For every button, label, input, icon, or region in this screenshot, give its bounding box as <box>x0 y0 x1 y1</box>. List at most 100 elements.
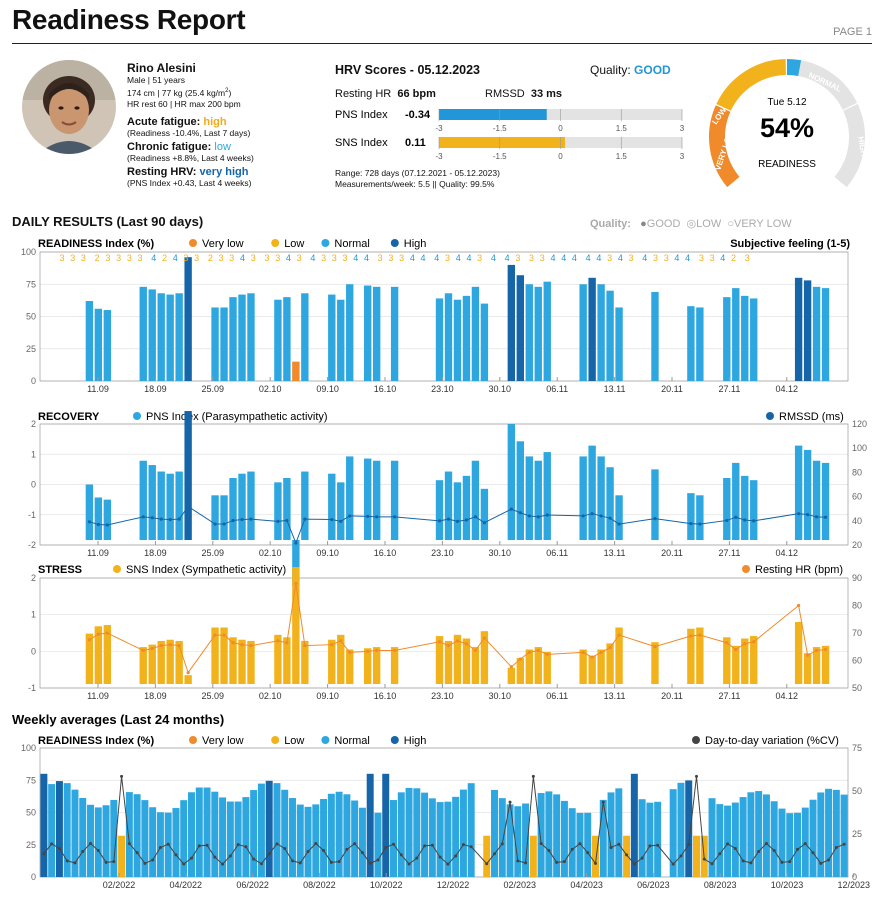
hr-point <box>96 632 100 636</box>
resting-hr-row: Resting HR 66 bpm <box>335 88 436 100</box>
weekly-bar <box>747 792 755 877</box>
subjective-mark: 3 <box>745 253 750 263</box>
readiness-bar <box>723 297 731 381</box>
y2-tick-label: 80 <box>852 601 862 611</box>
rmssd-point <box>294 541 298 545</box>
weekly-bar <box>491 789 498 877</box>
x-tick-label: 02.10 <box>259 691 282 701</box>
rmssd-point <box>446 517 451 521</box>
cv-point <box>500 842 504 846</box>
pns-bar <box>301 471 309 540</box>
cv-point <box>120 774 124 778</box>
weekly-bar <box>832 789 840 877</box>
stress-xticks: 11.09 18.09 25.09 02.10 09.10 16.10 23.10 30.10… <box>87 684 798 701</box>
sns-bar <box>103 625 112 684</box>
weekly-bar <box>630 773 638 877</box>
pns-bar <box>439 109 547 120</box>
rmssd-point <box>177 517 181 521</box>
recovery-grid: -2 -1 0 1 2 20 40 60 80 100 120 <box>28 419 867 550</box>
rmssd-point <box>698 522 702 526</box>
cv-point <box>601 800 605 804</box>
sns-bar <box>794 622 803 684</box>
weekly-bar <box>669 789 677 877</box>
sns-bar <box>435 636 444 684</box>
readiness-bar <box>732 288 740 381</box>
cv-point <box>267 852 271 856</box>
subjective-mark: 3 <box>445 253 450 263</box>
pns-bar <box>85 484 94 540</box>
subjective-mark: 4 <box>173 253 178 263</box>
rmssd-point <box>150 516 154 520</box>
pns-bar <box>94 497 103 540</box>
hr-point <box>348 650 352 654</box>
band-high: HIGH <box>856 136 868 157</box>
hr-point <box>814 648 819 653</box>
weekly-bar <box>211 791 219 877</box>
x-tick-label: 13.11 <box>604 384 626 394</box>
rmssd-point <box>797 512 801 516</box>
weekly-bar <box>452 796 460 877</box>
sns-bar <box>723 637 731 684</box>
chronic-fatigue: Chronic fatigue: low <box>127 141 317 153</box>
sns-bar <box>364 648 372 684</box>
pns-bar <box>435 480 444 540</box>
sns-bar <box>337 634 345 684</box>
y-tick-label: 50 <box>26 808 36 818</box>
subjective-mark: 3 <box>59 253 64 263</box>
cv-point <box>609 846 613 850</box>
weekly-bar <box>79 798 87 877</box>
pns-bar <box>453 482 462 540</box>
y-tick-label: -1 <box>28 683 36 693</box>
index-tick-label: 3 <box>680 152 685 161</box>
pns-bar <box>139 460 147 540</box>
sns-bar <box>812 647 821 684</box>
weekly-bar <box>584 812 592 877</box>
sns-bar <box>741 638 749 684</box>
cv-point <box>275 842 279 846</box>
pns-legend-dot <box>133 412 141 420</box>
sns-bar <box>606 643 614 684</box>
y-tick-label: 1 <box>31 610 36 620</box>
x-tick-label: 20.11 <box>661 691 683 701</box>
readiness-bar <box>435 298 444 381</box>
rmssd-point <box>617 522 621 526</box>
rmssd-legend: RMSSD (ms) <box>779 411 844 423</box>
weekly-bar <box>195 787 203 877</box>
weekly-bar <box>40 773 48 877</box>
cv-point <box>539 841 543 845</box>
pns-bar <box>328 473 336 540</box>
legend-dot <box>271 239 280 247</box>
pns-bar <box>462 475 471 540</box>
pns-bar <box>516 441 524 540</box>
readiness-bar <box>211 307 219 381</box>
hr-point <box>482 636 486 640</box>
rmssd-point <box>527 514 531 518</box>
legend-label: Normal <box>334 735 369 747</box>
cv-point <box>89 841 92 845</box>
weekly-bar <box>592 835 599 877</box>
legend-dot <box>189 736 197 744</box>
cv-point <box>151 858 155 862</box>
readiness-bar <box>507 264 516 381</box>
cv-point <box>811 851 815 855</box>
cv-point <box>617 842 621 846</box>
hr-point <box>464 642 469 646</box>
sns-bar <box>471 647 480 684</box>
y-tick-label: 1 <box>31 449 36 459</box>
sns-bar <box>687 628 695 684</box>
cv-point <box>244 845 248 849</box>
rmssd-label: RMSSD <box>485 88 525 100</box>
x-tick-label: 16.10 <box>374 691 397 701</box>
cv-point <box>516 859 520 863</box>
profile-body: 174 cm | 77 kg (25.4 kg/m2) <box>127 86 317 99</box>
weekly-bar <box>133 794 141 877</box>
x-tick-label: 11.09 <box>87 691 109 701</box>
hr-point <box>455 639 460 643</box>
y-tick-label: 0 <box>31 376 36 386</box>
cv-point <box>555 860 559 864</box>
cv-point <box>547 849 551 853</box>
q-vlow-dot: ○ <box>727 218 734 230</box>
sns-bar <box>803 653 812 684</box>
